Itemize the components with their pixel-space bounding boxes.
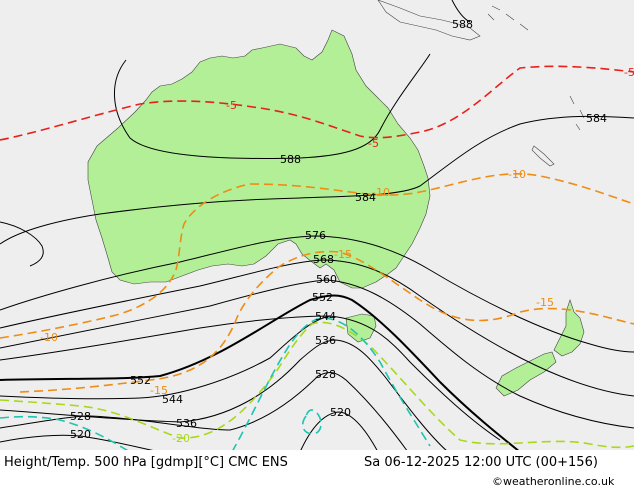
height-contours xyxy=(0,0,634,453)
label-minus15-a: -15 xyxy=(536,296,554,309)
contour-536 xyxy=(0,339,449,453)
label-544: 544 xyxy=(315,310,336,323)
contour-588 xyxy=(114,53,431,159)
contour-528 xyxy=(0,372,409,453)
label-520-west: 520 xyxy=(70,428,91,441)
contour-560 xyxy=(0,279,634,429)
label-520: 520 xyxy=(330,406,351,419)
label-minus5-a: -5 xyxy=(226,99,237,112)
forecast-datetime: Sa 06-12-2025 12:00 UTC (00+156) xyxy=(364,455,598,470)
label-528: 528 xyxy=(315,368,336,381)
new-caledonia xyxy=(531,145,555,167)
label-minus5-b: -5 xyxy=(368,137,379,150)
temp-contour-minus20 xyxy=(0,321,634,449)
temp-contour-cold-loop xyxy=(301,409,322,435)
temp-contour-minus15 xyxy=(19,250,634,393)
source-credit: ©weatheronline.co.uk xyxy=(492,475,615,488)
footer-bar: Height/Temp. 500 hPa [gdmp][°C] CMC ENS … xyxy=(0,450,634,490)
label-588-north: 588 xyxy=(452,18,473,31)
temp-contour-cold-b xyxy=(231,317,431,453)
temp-contour-minus10 xyxy=(0,173,634,339)
label-minus10-c: -10 xyxy=(372,186,390,199)
contour-520 xyxy=(0,434,161,453)
label-minus15-b: -15 xyxy=(150,384,168,397)
contour-568 xyxy=(0,259,634,397)
label-560: 560 xyxy=(316,273,337,286)
temp-contour-cold-a xyxy=(0,415,131,453)
new-zealand-north-island xyxy=(553,299,585,357)
label-minus10-b: -10 xyxy=(40,331,58,344)
temperature-contours xyxy=(0,65,634,453)
label-568: 568 xyxy=(313,253,334,266)
label-minus15-c: -15 xyxy=(334,248,352,261)
height-labels: 588 584 588 584 576 568 560 552 544 536 … xyxy=(70,18,607,441)
label-552-west: 552 xyxy=(130,374,151,387)
contour-588-north xyxy=(451,0,471,23)
contour-552-bold xyxy=(0,294,521,453)
map-title: Height/Temp. 500 hPa [gdmp][°C] CMC ENS xyxy=(4,455,288,470)
new-guinea-landmass xyxy=(377,0,481,41)
label-552: 552 xyxy=(312,291,333,304)
label-588: 588 xyxy=(280,153,301,166)
contour-576 xyxy=(0,235,634,353)
contour-584-west-loop xyxy=(0,221,44,267)
temp-contour-minus5 xyxy=(0,65,634,141)
label-minus5-c: -5 xyxy=(624,66,634,79)
label-584: 584 xyxy=(355,191,376,204)
label-minus20: -20 xyxy=(172,432,190,445)
contour-544-west xyxy=(0,315,331,400)
label-544-west: 544 xyxy=(162,393,183,406)
contour-584 xyxy=(0,115,634,245)
label-536: 536 xyxy=(315,334,336,347)
label-536-west: 536 xyxy=(176,417,197,430)
contour-520-south xyxy=(299,411,379,453)
label-528-west: 528 xyxy=(70,410,91,423)
australia-landmass xyxy=(87,29,431,289)
temperature-labels: -5 -5 -5 -10 -10 -10 -15 -15 -15 -20 xyxy=(40,66,634,445)
label-576: 576 xyxy=(305,229,326,242)
contour-544 xyxy=(0,315,501,441)
label-584-east: 584 xyxy=(586,112,607,125)
solomon-islands xyxy=(487,5,529,31)
label-minus10-a: -10 xyxy=(508,168,526,181)
